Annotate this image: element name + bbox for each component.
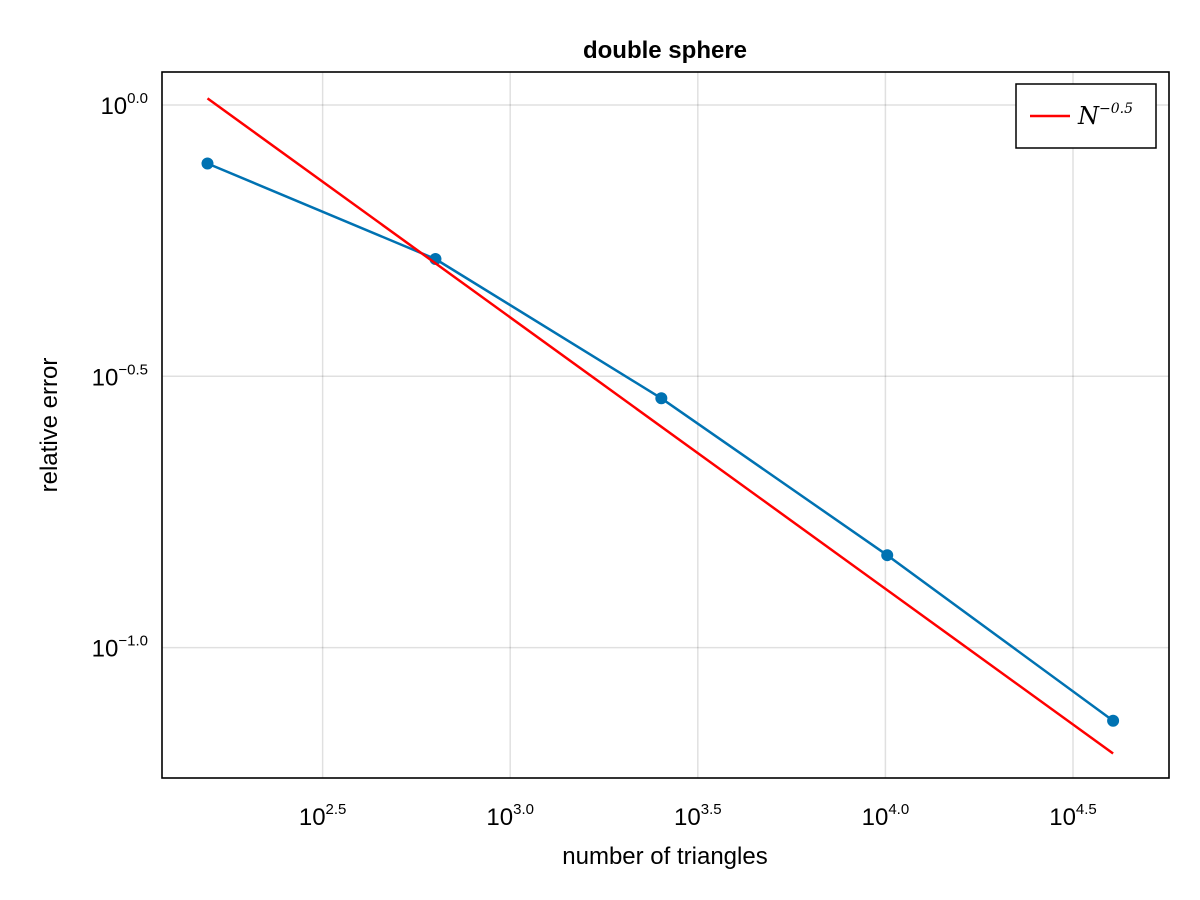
legend: N−0.5: [1015, 83, 1157, 149]
x-tick-label: 104.5: [1049, 801, 1097, 831]
chart-title: double sphere: [583, 37, 747, 64]
data-point: [655, 392, 668, 405]
x-tick-label: 102.5: [299, 801, 347, 831]
data-point: [881, 549, 894, 562]
grid: [162, 72, 1169, 778]
data-point: [1107, 714, 1120, 727]
y-tick-label: 10−0.5: [92, 361, 148, 391]
series-line-1: [206, 97, 1114, 755]
x-tick-label: 103.0: [486, 801, 534, 831]
data-point: [201, 157, 214, 170]
series-line-0: [207, 162, 1114, 722]
x-tick-label: 103.5: [674, 801, 722, 831]
series-layer: [201, 97, 1120, 755]
y-tick-labels: 100.0 10−0.5 10−1.0: [92, 90, 148, 663]
x-tick-labels: 102.5 103.0 103.5 104.0 104.5: [299, 801, 1097, 831]
y-axis-label: relative error: [36, 358, 63, 493]
y-tick-label: 10−1.0: [92, 633, 148, 663]
x-tick-label: 104.0: [862, 801, 910, 831]
y-tick-label: 100.0: [100, 90, 148, 120]
x-axis-label: number of triangles: [562, 843, 767, 870]
plot-frame: [161, 71, 1170, 779]
legend-label: N−0.5: [1077, 101, 1133, 130]
